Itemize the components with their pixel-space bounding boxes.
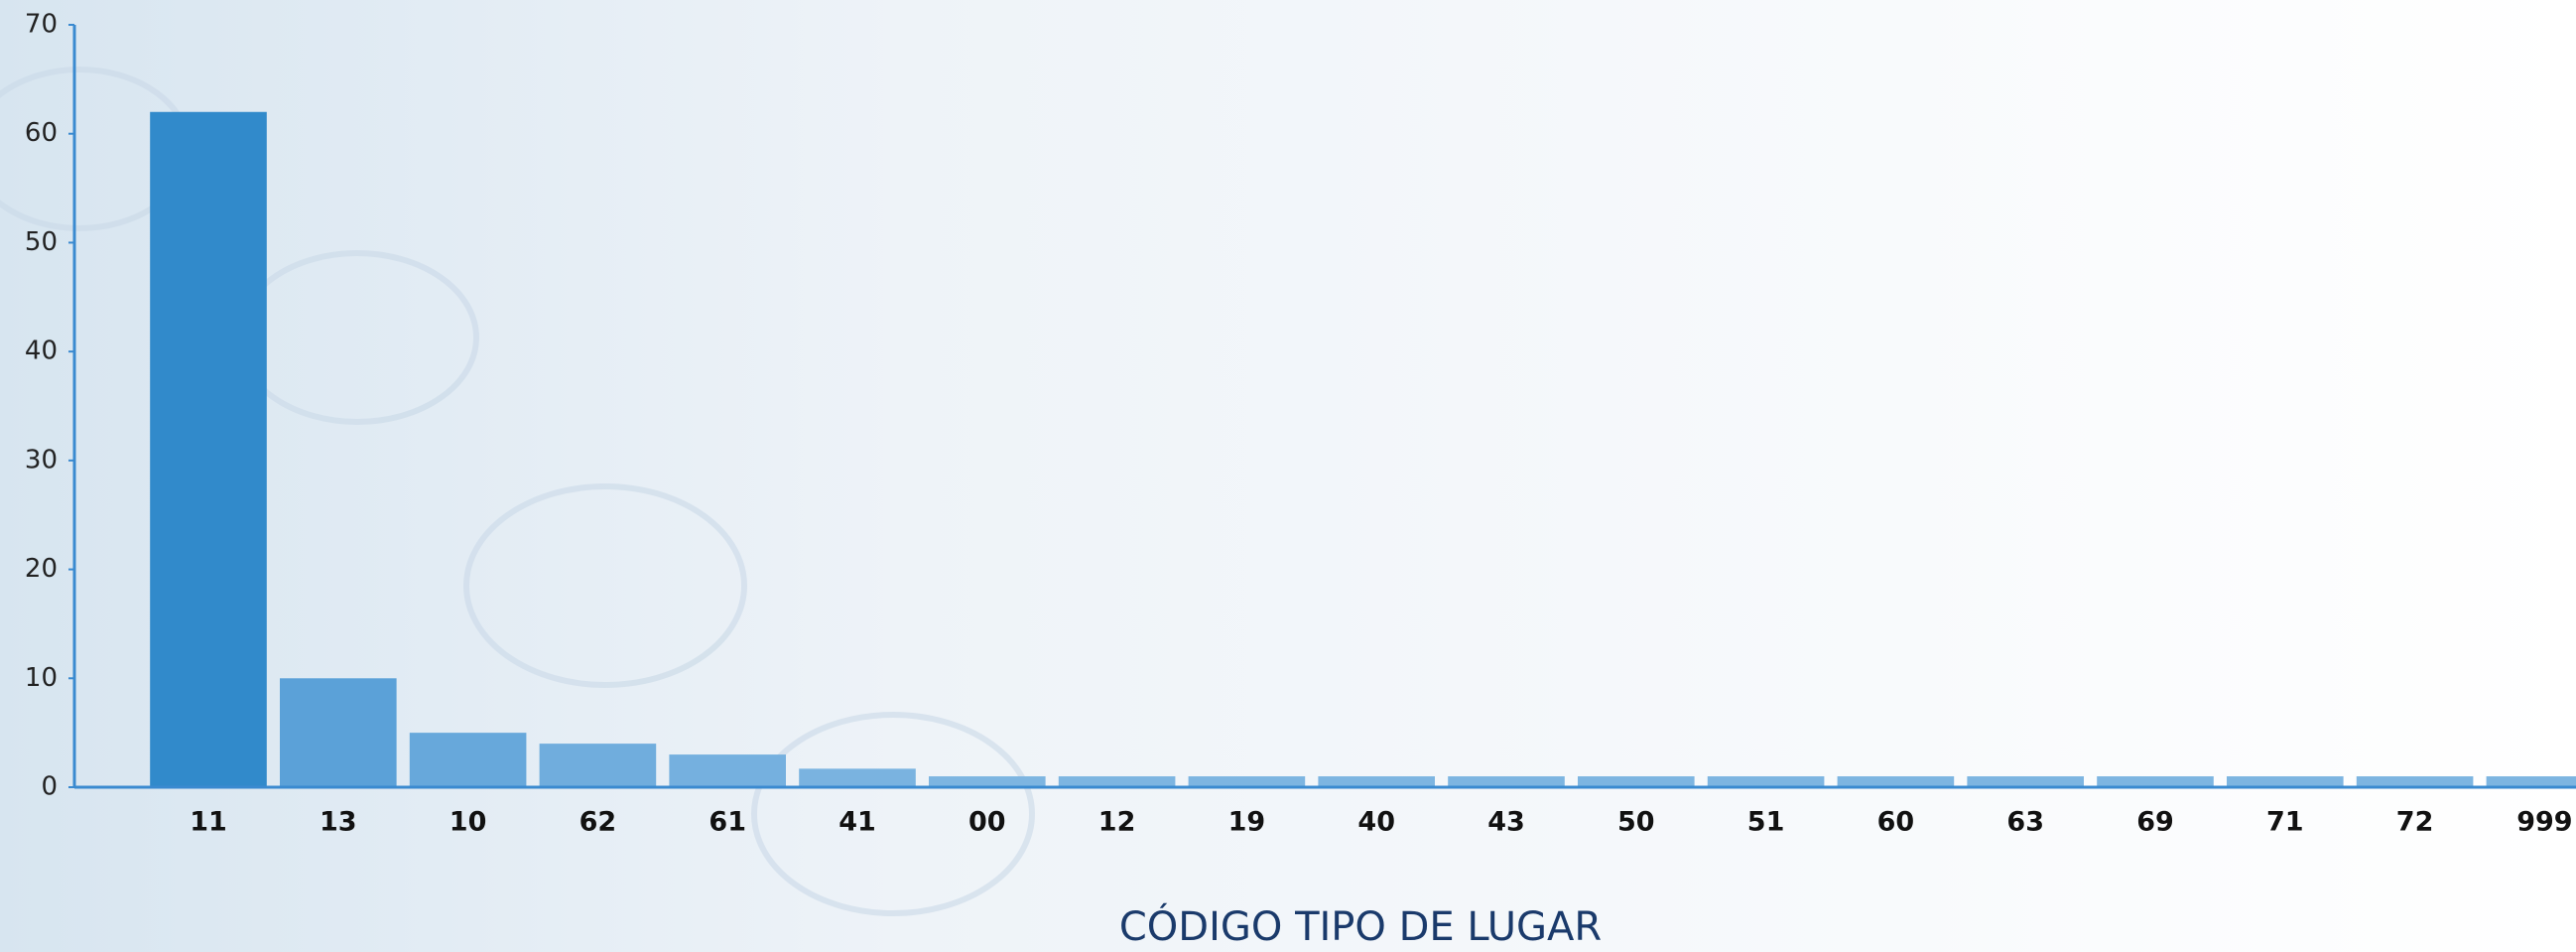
bar: [150, 112, 267, 787]
x-tick-label: 43: [1487, 807, 1525, 838]
x-tick-label: 19: [1228, 807, 1266, 838]
x-tick-label: 60: [1877, 807, 1915, 838]
y-tick-label: 30: [25, 445, 58, 475]
x-tick-label: 62: [580, 807, 617, 838]
bar: [1708, 776, 1825, 787]
bar: [540, 744, 657, 787]
x-tick-label: 72: [2396, 807, 2434, 838]
x-tick-label: 51: [1747, 807, 1785, 838]
bar: [410, 733, 527, 787]
bar: [799, 768, 916, 787]
x-tick-label: 63: [2006, 807, 2044, 838]
x-tick-label: 999: [2516, 807, 2572, 838]
x-tick-label: 10: [450, 807, 487, 838]
y-tick-label: 20: [25, 554, 58, 584]
bar: [2227, 776, 2344, 787]
chart: CÓDIGO TIPO DE LUGAR 0 10 20 30 40 50 60 70 11 13…: [0, 0, 2576, 952]
y-tick-label: 40: [25, 337, 58, 366]
x-axis-title: CÓDIGO TIPO DE LUGAR: [1119, 902, 1602, 950]
y-tick-label: 10: [25, 663, 58, 693]
x-tick-label: 50: [1617, 807, 1655, 838]
y-tick-label: 70: [25, 10, 58, 40]
x-tick-label: 40: [1357, 807, 1395, 838]
x-tick-label: 69: [2136, 807, 2174, 838]
bar: [1448, 776, 1565, 787]
bar: [1838, 776, 1955, 787]
bar: [1059, 776, 1176, 787]
x-tick-label: 61: [708, 807, 746, 838]
x-tick-label: 71: [2266, 807, 2304, 838]
x-tick-label: 41: [838, 807, 876, 838]
x-tick-label: 13: [320, 807, 357, 838]
x-tick-label: 12: [1098, 807, 1136, 838]
bar: [1967, 776, 2084, 787]
background: [0, 0, 2576, 952]
x-tick-label: 00: [968, 807, 1006, 838]
bar: [2357, 776, 2474, 787]
bar: [1578, 776, 1695, 787]
bar: [280, 678, 397, 787]
bar: [1189, 776, 1306, 787]
y-tick-label: 60: [25, 118, 58, 148]
y-tick-label: 0: [41, 772, 58, 802]
x-tick-label: 11: [190, 807, 227, 838]
y-tick-label: 50: [25, 227, 58, 257]
bar: [2487, 776, 2576, 787]
bar: [1318, 776, 1435, 787]
bar: [669, 754, 786, 787]
bar: [929, 776, 1046, 787]
bar: [2097, 776, 2214, 787]
